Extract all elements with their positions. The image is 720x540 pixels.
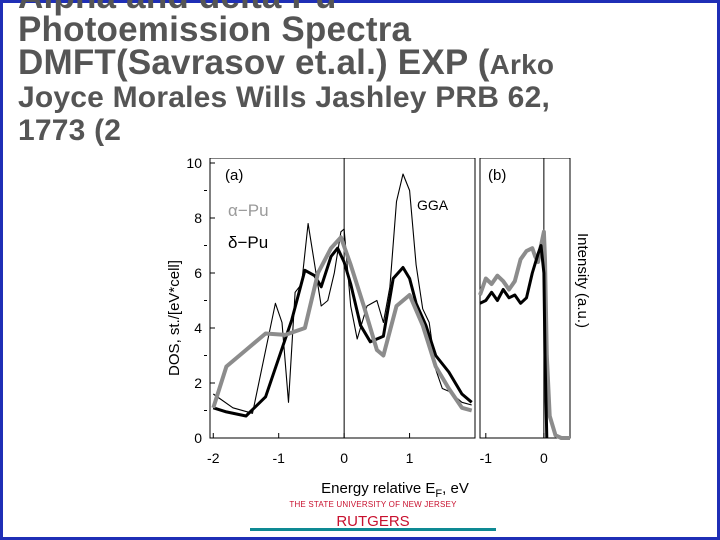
y-tick-label-a: 2: [194, 375, 202, 391]
title-line-3-main: DMFT(Savrasov et.al.) EXP (: [18, 43, 490, 82]
y-axis-label-a: DOS, st./[eV*cell]: [166, 260, 183, 376]
title-line-1: Alpha and delta Pu: [18, 0, 718, 14]
y-tick-label-a: 6: [194, 265, 202, 281]
title-line-4: Joyce Morales Wills Jashley PRB 62,: [18, 81, 550, 114]
title-line-3: DMFT(Savrasov et.al.) EXP (Arko: [18, 43, 718, 82]
slide-title: Alpha and delta Pu Photoemission Spectra…: [18, 0, 718, 147]
x-tick-label-a: -2: [207, 450, 220, 466]
title-line-5: 1773 (2: [18, 114, 122, 147]
footer-rule: [250, 528, 496, 531]
title-line-3-arko: Arko: [489, 49, 555, 80]
dos-figure-svg: 0 2 4 6 8 10 -2 -1 0 1 (a) α−Pu δ−Pu GGA DOS, st./[eV*…: [166, 155, 591, 500]
y-tick-label-a: 10: [186, 158, 202, 171]
y-axis-label-b: Intensity (a.u.): [574, 233, 590, 328]
gga-annotation: GGA: [417, 197, 449, 213]
x-tick-label-b: -1: [480, 450, 493, 466]
footer-rutgers: RUTGERS: [336, 513, 410, 530]
series-line-thick-black: [212, 246, 473, 418]
y-tick-label-a: 8: [194, 210, 202, 226]
legend-delta-pu: δ−Pu: [228, 233, 268, 252]
title-line-2: Photoemission Spectra: [18, 10, 412, 49]
x-tick-label-b: 0: [540, 450, 548, 466]
x-tick-label-a: -1: [272, 450, 285, 466]
y-tick-label-a: 4: [194, 320, 202, 336]
footer-university: THE STATE UNIVERSITY OF NEW JERSEY: [289, 500, 457, 509]
panel-a-frame: [209, 157, 476, 439]
dos-figure: 0 2 4 6 8 10 -2 -1 0 1 (a) α−Pu δ−Pu GGA DOS, st./[eV*…: [150, 155, 591, 503]
legend-alpha-pu: α−Pu: [228, 201, 269, 220]
x-tick-label-a: 1: [406, 450, 414, 466]
series-line-b-thick-black: [479, 244, 549, 439]
x-tick-label-a: 0: [340, 450, 348, 466]
series-line-thick-gray: [211, 235, 473, 413]
footer: THE STATE UNIVERSITY OF NEW JERSEY RUTGE…: [250, 500, 496, 531]
x-axis-label: Energy relative EF, eV: [321, 480, 469, 498]
panel-label-a: (a): [225, 167, 243, 184]
panel-label-b: (b): [488, 167, 506, 184]
y-tick-label-a: 0: [194, 430, 202, 446]
series-line-b-thick-gray: [478, 229, 570, 440]
panel-b-frame: [479, 157, 571, 439]
